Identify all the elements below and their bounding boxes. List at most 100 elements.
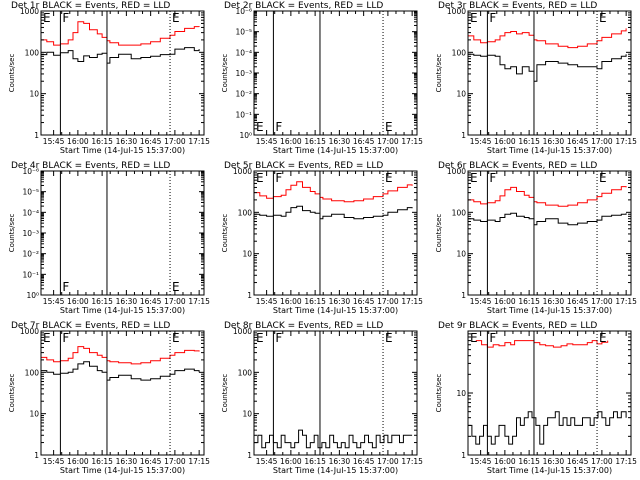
x-tick-label: 16:45 [353,457,375,466]
x-tick-label: 17:15 [401,297,423,306]
y-axis-label: Counts/sec [221,54,229,93]
series-line-lld [468,28,627,49]
x-axis-label: Start Time (14-Jul-15 15:37:00) [273,466,398,475]
x-tick-label: 17:15 [188,297,210,306]
panel-title: Det 8r BLACK = Events, RED = LLD [224,321,383,331]
x-tick-label: 16:15 [304,137,326,146]
plot-frame [253,10,418,136]
marker-flag-label: E [385,120,393,134]
x-axis-label: Start Time (14-Jul-15 15:37:00) [60,146,185,155]
y-tick-label: 100 [238,368,253,377]
y-tick-label: 1 [461,291,466,300]
x-axis-label: Start Time (14-Jul-15 15:37:00) [273,306,398,315]
y-tick-label: 1 [461,131,466,140]
x-tick-label: 16:15 [518,137,540,146]
marker-flag-label: E [599,11,607,25]
marker-flag-label: E [385,331,393,345]
y-tick-label: 100 [452,48,467,57]
x-tick-label: 17:00 [377,137,399,146]
y-tick-label: 10⁻⁴ [22,208,39,217]
y-axis-label: Counts/sec [8,214,16,253]
x-tick-label: 17:00 [377,457,399,466]
x-tick-label: 17:00 [164,137,186,146]
y-tick-label: 10⁰ [239,131,252,140]
x-tick-label: 16:15 [518,457,540,466]
marker-flag-label: E [470,11,478,25]
x-tick-label: 16:45 [567,137,589,146]
x-tick-label: 16:30 [116,457,138,466]
x-tick-label: 17:00 [591,457,613,466]
y-tick-label: 1 [247,291,252,300]
marker-flag-label: F [275,171,282,185]
y-tick-label: 10⁻³ [235,69,252,78]
x-tick-label: 17:00 [591,297,613,306]
y-axis-label: Counts/sec [435,374,443,413]
x-tick-label: 16:45 [140,297,162,306]
x-axis-label: Start Time (14-Jul-15 15:37:00) [60,306,185,315]
x-tick-label: 17:00 [164,457,186,466]
marker-flag-label: F [275,331,282,345]
x-tick-label: 15:45 [43,137,65,146]
plot-frame [467,330,632,456]
panel-title: Det 1r BLACK = Events, RED = LLD [11,1,170,11]
y-tick-label: 1000 [447,167,466,176]
y-tick-label: 10⁻² [235,90,252,99]
y-tick-label: 10 [456,250,466,259]
x-tick-label: 16:30 [329,297,351,306]
y-tick-label: 10⁻⁶ [22,167,39,176]
plot-frame [253,330,418,456]
marker-flag-label: E [172,280,180,294]
x-tick-label: 16:15 [91,457,113,466]
x-tick-label: 16:30 [329,137,351,146]
x-tick-label: 16:00 [67,137,89,146]
panel-title: Det 5r BLACK = Events, RED = LLD [224,161,383,171]
y-tick-label: 10⁻⁵ [235,28,252,37]
x-tick-label: 17:15 [615,297,637,306]
x-tick-label: 16:00 [494,137,516,146]
x-tick-label: 16:30 [329,457,351,466]
marker-flag-label: E [599,331,607,345]
x-tick-label: 16:30 [116,137,138,146]
x-axis-label: Start Time (14-Jul-15 15:37:00) [487,466,612,475]
y-tick-label: 10⁻⁴ [235,48,252,57]
series-line-events [468,411,627,445]
y-tick-label: 10⁻¹ [22,270,39,279]
y-tick-label: 1 [34,131,39,140]
y-tick-label: 10⁻³ [22,229,39,238]
x-tick-label: 16:45 [567,297,589,306]
x-tick-label: 17:15 [188,137,210,146]
y-tick-label: 10 [29,90,39,99]
x-tick-label: 16:15 [91,137,113,146]
y-tick-label: 1000 [20,327,39,336]
marker-flag-label: E [43,11,51,25]
x-tick-label: 17:00 [164,297,186,306]
panel-title: Det 9r BLACK = Events, RED = LLD [438,321,597,331]
series-line-events [41,47,200,64]
x-tick-label: 17:15 [401,137,423,146]
y-tick-label: 1000 [447,7,466,16]
y-tick-label: 100 [238,208,253,217]
x-tick-label: 15:45 [470,297,492,306]
x-tick-label: 15:45 [43,297,65,306]
y-axis-label: Counts/sec [8,54,16,93]
y-tick-label: 10 [242,250,252,259]
x-tick-label: 16:15 [518,297,540,306]
x-tick-label: 15:45 [256,297,278,306]
y-axis-label: Counts/sec [221,374,229,413]
x-tick-label: 16:45 [140,137,162,146]
plot-frame [467,10,632,136]
series-line-events [254,205,413,220]
x-axis-label: Start Time (14-Jul-15 15:37:00) [487,306,612,315]
x-tick-label: 16:00 [280,137,302,146]
x-tick-label: 16:30 [543,297,565,306]
x-tick-label: 16:00 [494,457,516,466]
x-tick-label: 16:00 [280,297,302,306]
y-tick-label: 1000 [233,327,252,336]
